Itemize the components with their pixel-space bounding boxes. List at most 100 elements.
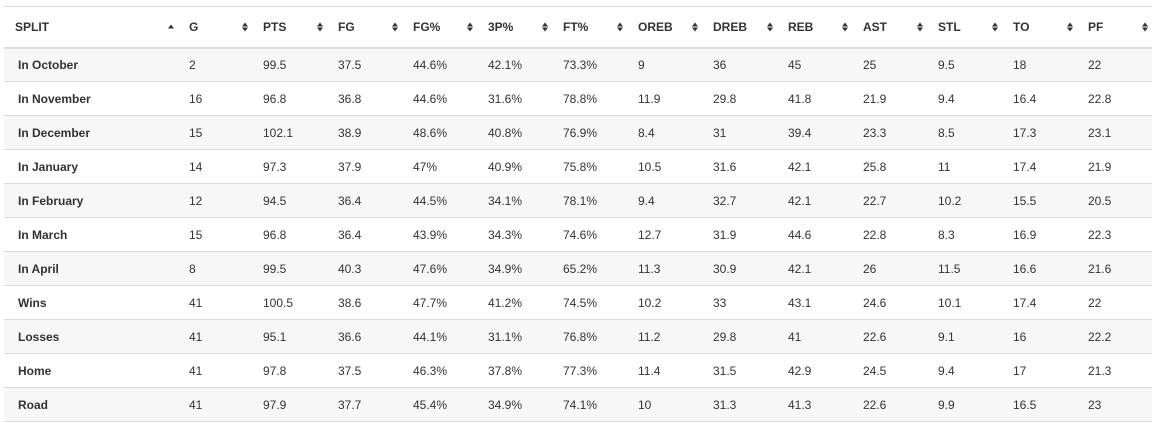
stat-cell-pts: 96.8: [252, 217, 327, 252]
sort-icon[interactable]: [842, 22, 848, 32]
stat-cell-pf: 22: [1077, 285, 1152, 320]
stat-cell-fg: 36.6: [327, 319, 402, 354]
stat-cell-dreb: 29.8: [702, 81, 777, 116]
column-header-label: FG: [338, 19, 355, 34]
stat-cell-to: 15.5: [1002, 183, 1077, 218]
column-header-reb[interactable]: REB: [777, 6, 852, 49]
stat-cell-reb: 44.6: [777, 217, 852, 252]
stat-cell-fg: 40.3: [327, 251, 402, 286]
stat-cell-g: 15: [178, 115, 252, 150]
stat-cell-oreb: 11.4: [627, 353, 702, 388]
column-header-fg[interactable]: FG: [327, 6, 402, 49]
column-header-g[interactable]: G: [178, 6, 252, 49]
sort-icon[interactable]: [692, 22, 698, 32]
stat-cell-stl: 9.4: [927, 81, 1002, 116]
stat-cell-pts: 97.3: [252, 149, 327, 184]
stat-cell-to: 16.6: [1002, 251, 1077, 286]
sort-icon[interactable]: [1142, 22, 1148, 32]
stat-cell-fg-pct: 44.1%: [402, 319, 477, 354]
stat-cell-dreb: 31.9: [702, 217, 777, 252]
column-header-split[interactable]: SPLIT: [4, 6, 178, 49]
stat-cell-reb: 45: [777, 47, 852, 82]
column-header-pts[interactable]: PTS: [252, 6, 327, 49]
table-header: SPLIT G PTS FG FG% 3P% FT% OREB DREB REB AST STL TO P…: [4, 6, 1152, 49]
stat-cell-pts: 99.5: [252, 47, 327, 82]
column-header-3p-pct[interactable]: 3P%: [477, 6, 552, 49]
split-name-cell: In January: [4, 149, 178, 184]
column-header-stl[interactable]: STL: [927, 6, 1002, 49]
table-row: In November 16 96.8 36.8 44.6% 31.6% 78.8% 11.9…: [4, 81, 1152, 116]
stat-cell-oreb: 10.2: [627, 285, 702, 320]
stat-cell-g: 12: [178, 183, 252, 218]
stat-cell-fg: 37.5: [327, 353, 402, 388]
sort-icon[interactable]: [767, 22, 773, 32]
stat-cell-3p-pct: 40.8%: [477, 115, 552, 150]
stat-cell-ast: 22.6: [852, 319, 927, 354]
stat-cell-pf: 21.6: [1077, 251, 1152, 286]
stat-cell-stl: 8.3: [927, 217, 1002, 252]
stat-cell-oreb: 11.2: [627, 319, 702, 354]
split-name-cell: In October: [4, 47, 178, 82]
stat-cell-oreb: 8.4: [627, 115, 702, 150]
stat-cell-oreb: 10.5: [627, 149, 702, 184]
split-name-cell: In December: [4, 115, 178, 150]
stat-cell-fg-pct: 45.4%: [402, 387, 477, 422]
table-row: In October 2 99.5 37.5 44.6% 42.1% 73.3% 9 36 45 2…: [4, 47, 1152, 82]
stat-cell-stl: 8.5: [927, 115, 1002, 150]
table-row: In February 12 94.5 36.4 44.5% 34.1% 78.1% 9.4 3…: [4, 183, 1152, 218]
stat-cell-ast: 21.9: [852, 81, 927, 116]
column-header-ast[interactable]: AST: [852, 6, 927, 49]
column-header-pf[interactable]: PF: [1077, 6, 1152, 49]
column-header-label: FG%: [413, 19, 441, 34]
sort-icon[interactable]: [917, 22, 923, 32]
sort-icon[interactable]: [392, 22, 398, 32]
stat-cell-fg-pct: 47.6%: [402, 251, 477, 286]
sort-icon[interactable]: [1067, 22, 1073, 32]
stat-cell-3p-pct: 34.1%: [477, 183, 552, 218]
stat-cell-fg: 37.5: [327, 47, 402, 82]
sort-icon[interactable]: [617, 22, 623, 32]
column-header-dreb[interactable]: DREB: [702, 6, 777, 49]
stat-cell-pf: 21.3: [1077, 353, 1152, 388]
split-name-cell: In February: [4, 183, 178, 218]
sort-icon[interactable]: [992, 22, 998, 32]
table-row: In March 15 96.8 36.4 43.9% 34.3% 74.6% 12.7 31.…: [4, 217, 1152, 252]
column-header-label: REB: [788, 19, 814, 34]
stat-cell-oreb: 11.9: [627, 81, 702, 116]
table-body: In October 2 99.5 37.5 44.6% 42.1% 73.3% 9 36 45 2…: [4, 47, 1152, 422]
stat-cell-fg: 36.4: [327, 183, 402, 218]
stat-cell-fg: 37.9: [327, 149, 402, 184]
stat-cell-3p-pct: 34.3%: [477, 217, 552, 252]
sort-icon[interactable]: [242, 22, 248, 32]
stat-cell-g: 16: [178, 81, 252, 116]
stat-cell-3p-pct: 34.9%: [477, 387, 552, 422]
stat-cell-to: 17.4: [1002, 149, 1077, 184]
column-header-ft-pct[interactable]: FT%: [552, 6, 627, 49]
column-header-to[interactable]: TO: [1002, 6, 1077, 49]
table-row: In December 15 102.1 38.9 48.6% 40.8% 76.9% 8.4…: [4, 115, 1152, 150]
stat-cell-dreb: 31: [702, 115, 777, 150]
column-header-label: FT%: [563, 19, 589, 34]
sort-ascending-icon[interactable]: [168, 24, 174, 29]
column-header-label: PTS: [263, 19, 287, 34]
stat-cell-ft-pct: 78.8%: [552, 81, 627, 116]
stat-cell-fg: 38.9: [327, 115, 402, 150]
stat-cell-g: 2: [178, 47, 252, 82]
sort-icon[interactable]: [542, 22, 548, 32]
stat-cell-to: 16: [1002, 319, 1077, 354]
column-header-fg-pct[interactable]: FG%: [402, 6, 477, 49]
sort-icon[interactable]: [317, 22, 323, 32]
split-name-cell: Road: [4, 387, 178, 422]
stat-cell-ast: 22.6: [852, 387, 927, 422]
column-header-oreb[interactable]: OREB: [627, 6, 702, 49]
stat-cell-ast: 23.3: [852, 115, 927, 150]
split-name-cell: In March: [4, 217, 178, 252]
stat-cell-to: 17: [1002, 353, 1077, 388]
column-header-label: STL: [938, 19, 961, 34]
stat-cell-reb: 41.3: [777, 387, 852, 422]
stat-cell-g: 41: [178, 285, 252, 320]
stat-cell-stl: 9.5: [927, 47, 1002, 82]
sort-icon[interactable]: [467, 22, 473, 32]
stat-cell-to: 16.5: [1002, 387, 1077, 422]
stat-cell-ft-pct: 77.3%: [552, 353, 627, 388]
